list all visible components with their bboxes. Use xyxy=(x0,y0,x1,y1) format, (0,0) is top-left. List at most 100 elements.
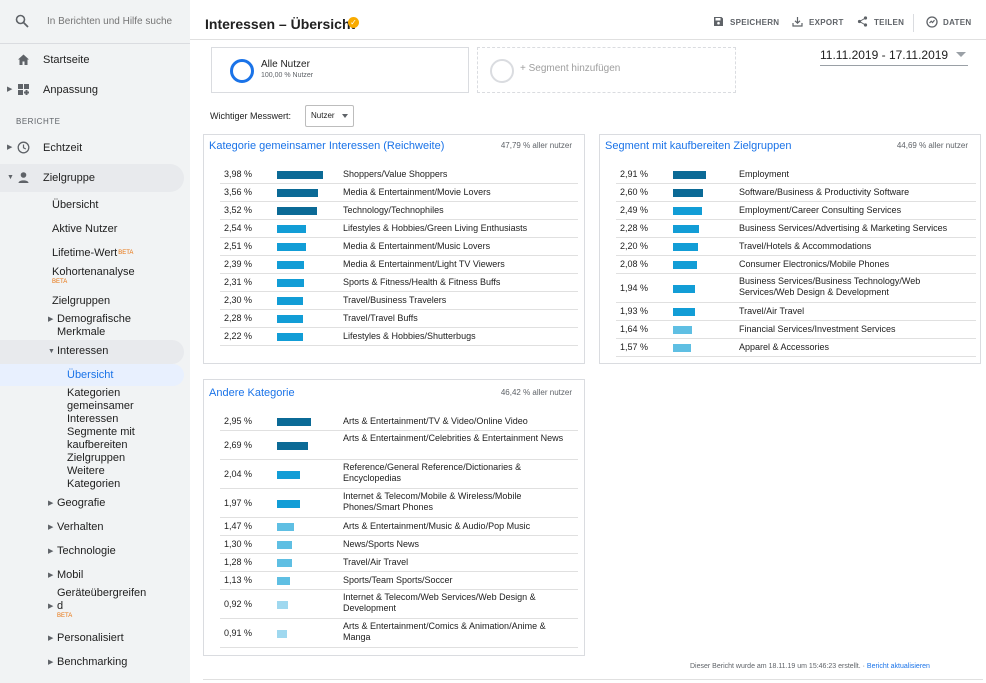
table-row[interactable]: 2,49 % Employment/Career Consulting Servi… xyxy=(616,202,976,220)
row-category[interactable]: Consumer Electronics/Mobile Phones xyxy=(739,259,890,269)
add-segment-button[interactable]: + Segment hinzufügen xyxy=(477,47,736,93)
row-category[interactable]: Shoppers/Value Shoppers xyxy=(343,169,448,179)
table-row[interactable]: 2,08 % Consumer Electronics/Mobile Phones xyxy=(616,256,976,274)
row-category[interactable]: Business Services/Business Technology/We… xyxy=(739,276,921,297)
sidebar-subitem-interests[interactable]: ▼ Interessen xyxy=(48,345,108,358)
table-row[interactable]: 3,52 % Technology/Technophiles xyxy=(220,202,578,220)
sidebar-subitem-geo[interactable]: ▶ Geografie xyxy=(48,497,105,510)
table-row[interactable]: 1,97 % Internet & Telecom/Mobile & Wirele… xyxy=(220,489,578,518)
row-category[interactable]: Employment/Career Consulting Services xyxy=(739,205,902,215)
row-category[interactable]: Internet & Telecom/Web Services/Web Desi… xyxy=(343,592,536,613)
table-row[interactable]: 1,94 % Business Services/Business Technol… xyxy=(616,274,976,303)
table-row[interactable]: 2,22 % Lifestyles & Hobbies/Shutterbugs xyxy=(220,328,578,346)
row-category[interactable]: Software/Business & Productivity Softwar… xyxy=(739,187,910,197)
sidebar-subitem-active-users[interactable]: Aktive Nutzer xyxy=(52,223,117,236)
table-row[interactable]: 1,30 % News/Sports News xyxy=(220,536,578,554)
row-category[interactable]: Travel/Travel Buffs xyxy=(343,313,418,323)
sidebar-subitem-affinity[interactable]: Kategorien gemeinsamer Interessen xyxy=(67,387,147,426)
row-category[interactable]: Travel/Business Travelers xyxy=(343,295,447,305)
table-row[interactable]: 1,13 % Sports/Team Sports/Soccer xyxy=(220,572,578,590)
sidebar-subitem-demographics[interactable]: ▶ Demografische Merkmale xyxy=(48,313,177,339)
row-category[interactable]: Travel/Hotels & Accommodations xyxy=(739,241,872,251)
sidebar-item-home[interactable]: Startseite xyxy=(0,46,190,74)
sidebar-subitem-inmarket[interactable]: Segmente mit kaufbereiten Zielgruppen xyxy=(67,426,147,465)
table-row[interactable]: 2,51 % Media & Entertainment/Music Lovers xyxy=(220,238,578,256)
search-input[interactable]: In Berichten und Hilfe suche xyxy=(47,16,173,27)
sidebar-subitem-technology[interactable]: ▶ Technologie xyxy=(48,545,116,558)
row-category[interactable]: Lifestyles & Hobbies/Shutterbugs xyxy=(343,331,476,341)
table-row[interactable]: 2,04 % Reference/General Reference/Dictio… xyxy=(220,460,578,489)
table-row[interactable]: 2,28 % Travel/Travel Buffs xyxy=(220,310,578,328)
card-title[interactable]: Kategorie gemeinsamer Interessen (Reichw… xyxy=(209,140,445,152)
dropdown-caret-icon[interactable] xyxy=(956,52,966,57)
row-category[interactable]: Arts & Entertainment/TV & Video/Online V… xyxy=(343,416,528,426)
table-row[interactable]: 1,28 % Travel/Air Travel xyxy=(220,554,578,572)
sidebar-subitem-behavior[interactable]: ▶ Verhalten xyxy=(48,521,103,534)
row-category[interactable]: Employment xyxy=(739,169,790,179)
row-category[interactable]: Reference/General Reference/Dictionaries… xyxy=(343,462,522,483)
table-row[interactable]: 1,47 % Arts & Entertainment/Music & Audio… xyxy=(220,518,578,536)
table-row[interactable]: 2,28 % Business Services/Advertising & Ma… xyxy=(616,220,976,238)
row-category[interactable]: Financial Services/Investment Services xyxy=(739,324,896,334)
share-button[interactable]: TEILEN xyxy=(857,16,904,27)
row-category[interactable]: News/Sports News xyxy=(343,539,420,549)
active-item-highlight xyxy=(0,364,184,386)
sidebar-subitem-lifetime[interactable]: Lifetime-WertBETA xyxy=(52,247,133,260)
table-row[interactable]: 1,93 % Travel/Air Travel xyxy=(616,303,976,321)
sidebar-subitem-benchmarking[interactable]: ▶ Benchmarking xyxy=(48,656,127,669)
row-category[interactable]: Apparel & Accessories xyxy=(739,342,830,352)
card-title[interactable]: Segment mit kaufbereiten Zielgruppen xyxy=(605,140,792,152)
table-row[interactable]: 2,54 % Lifestyles & Hobbies/Green Living … xyxy=(220,220,578,238)
row-category[interactable]: Technology/Technophiles xyxy=(343,205,444,215)
row-category[interactable]: Travel/Air Travel xyxy=(739,306,805,316)
table-row[interactable]: 2,39 % Media & Entertainment/Light TV Vie… xyxy=(220,256,578,274)
date-range-picker[interactable]: 11.11.2019 - 17.11.2019 xyxy=(820,48,949,62)
row-category[interactable]: Arts & Entertainment/Music & Audio/Pop M… xyxy=(343,521,531,531)
table-row[interactable]: 2,91 % Employment xyxy=(616,166,976,184)
row-category[interactable]: Lifestyles & Hobbies/Green Living Enthus… xyxy=(343,223,528,233)
row-category[interactable]: Internet & Telecom/Mobile & Wireless/Mob… xyxy=(343,491,522,512)
table-row[interactable]: 0,91 % Arts & Entertainment/Comics & Anim… xyxy=(220,619,578,648)
table-row[interactable]: 2,20 % Travel/Hotels & Accommodations xyxy=(616,238,976,256)
row-category[interactable]: Sports/Team Sports/Soccer xyxy=(343,575,453,585)
row-category[interactable]: Business Services/Advertising & Marketin… xyxy=(739,223,948,233)
row-bar xyxy=(277,629,287,638)
table-row[interactable]: 2,31 % Sports & Fitness/Health & Fitness … xyxy=(220,274,578,292)
sidebar-subitem-other[interactable]: Weitere Kategorien xyxy=(67,465,127,491)
segment-chip[interactable]: Alle Nutzer 100,00 % Nutzer xyxy=(211,47,469,93)
sidebar-item-custom[interactable]: ▶ Anpassung xyxy=(0,76,190,104)
sidebar-subitem-cohort[interactable]: Kohortenanalyse BETA xyxy=(52,266,135,286)
sidebar-subitem-personalized[interactable]: ▶ Personalisiert xyxy=(48,632,124,645)
row-category[interactable]: Media & Entertainment/Music Lovers xyxy=(343,241,491,251)
table-row[interactable]: 3,56 % Media & Entertainment/Movie Lovers xyxy=(220,184,578,202)
sidebar-item-audience[interactable]: ▼ Zielgruppe xyxy=(0,164,190,192)
table-row[interactable]: 3,98 % Shoppers/Value Shoppers xyxy=(220,166,578,184)
table-row[interactable]: 0,92 % Internet & Telecom/Web Services/We… xyxy=(220,590,578,619)
row-category[interactable]: Media & Entertainment/Light TV Viewers xyxy=(343,259,505,269)
row-category[interactable]: Arts & Entertainment/Celebrities & Enter… xyxy=(343,433,564,443)
search-bar[interactable]: In Berichten und Hilfe suche xyxy=(0,0,190,44)
card-title[interactable]: Andere Kategorie xyxy=(209,387,295,399)
table-row[interactable]: 2,30 % Travel/Business Travelers xyxy=(220,292,578,310)
table-row[interactable]: 1,64 % Financial Services/Investment Serv… xyxy=(616,321,976,339)
row-category[interactable]: Travel/Air Travel xyxy=(343,557,409,567)
sidebar-item-realtime[interactable]: ▶ Echtzeit xyxy=(0,134,190,162)
sidebar-subitem-cross-device[interactable]: ▶ Geräteübergreifend BETA xyxy=(48,587,149,620)
table-row[interactable]: 1,57 % Apparel & Accessories xyxy=(616,339,976,357)
row-category[interactable]: Arts & Entertainment/Comics & Animation/… xyxy=(343,621,546,642)
table-row[interactable]: 2,69 % Arts & Entertainment/Celebrities &… xyxy=(220,431,578,460)
sidebar-subitem-audiences[interactable]: Zielgruppen xyxy=(52,295,110,308)
save-button[interactable]: SPEICHERN xyxy=(714,17,779,27)
sidebar-subitem-mobile[interactable]: ▶ Mobil xyxy=(48,569,83,582)
row-category[interactable]: Media & Entertainment/Movie Lovers xyxy=(343,187,491,197)
sidebar-subitem-interests-overview[interactable]: Übersicht xyxy=(67,369,113,382)
row-category[interactable]: Sports & Fitness/Health & Fitness Buffs xyxy=(343,277,501,287)
metric-select[interactable]: Nutzer xyxy=(305,105,354,127)
inmarket-card: Segment mit kaufbereiten Zielgruppen 44,… xyxy=(599,134,981,364)
export-button[interactable]: EXPORT xyxy=(792,17,844,27)
table-row[interactable]: 2,95 % Arts & Entertainment/TV & Video/On… xyxy=(220,413,578,431)
sidebar-subitem-overview[interactable]: Übersicht xyxy=(52,199,98,212)
table-row[interactable]: 2,60 % Software/Business & Productivity S… xyxy=(616,184,976,202)
refresh-report-link[interactable]: Bericht aktualisieren xyxy=(866,663,930,670)
insights-button[interactable]: DATEN xyxy=(926,16,971,28)
